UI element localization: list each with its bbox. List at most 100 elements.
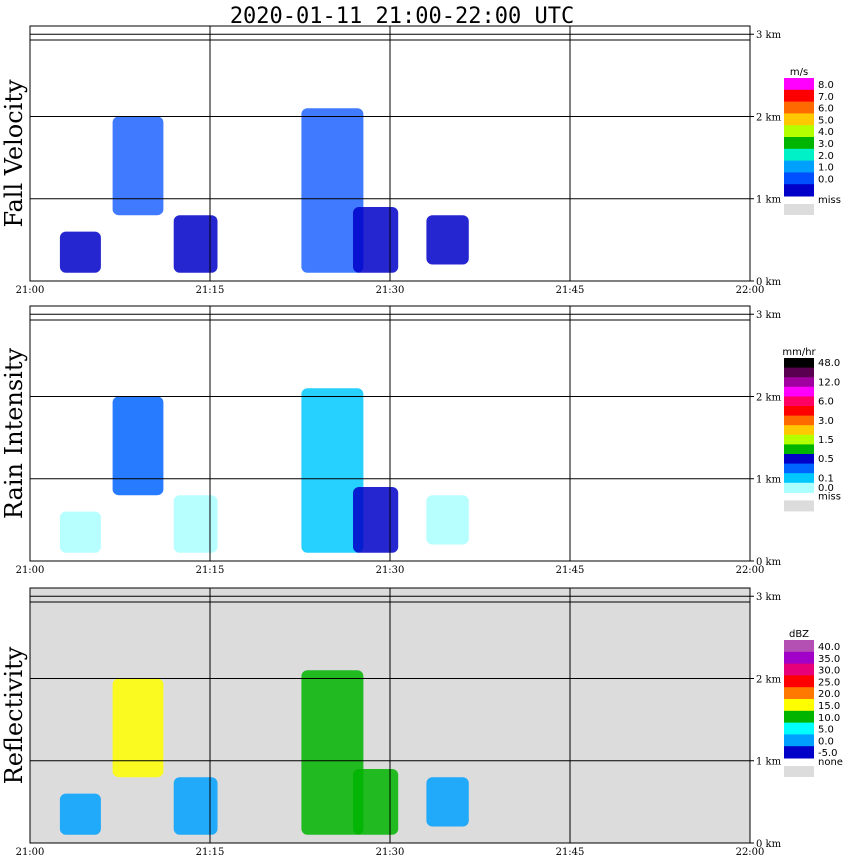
- colorbar-label: 8.0: [818, 80, 834, 91]
- echo-region-3: [173, 495, 218, 553]
- colorbar-swatch: [784, 482, 814, 493]
- colorbar-label: 1.5: [818, 435, 834, 446]
- colorbar-label: 10.0: [818, 713, 840, 724]
- x-tick-label: 21:15: [196, 565, 225, 576]
- colorbar-swatch: [784, 184, 814, 197]
- echo-region-5: [353, 768, 399, 835]
- x-tick-label: 21:45: [556, 565, 585, 576]
- colorbar-label: 3.0: [818, 416, 834, 427]
- colorbar-swatch: [784, 425, 814, 436]
- colorbar-label: 0.0: [818, 174, 834, 185]
- colorbar-label: 7.0: [818, 92, 834, 103]
- y-tick-label: 0 km: [756, 839, 782, 850]
- panel-ylabel: Reflectivity: [0, 646, 28, 784]
- colorbar-label: 0.0: [818, 483, 834, 494]
- echo-region-1: [59, 793, 101, 835]
- echo-region-4: [301, 670, 364, 835]
- echo-region-6: [426, 215, 469, 265]
- colorbar-unit: mm/hr: [782, 347, 816, 358]
- x-tick-label: 21:00: [16, 847, 45, 858]
- y-tick-label: 2 km: [756, 392, 782, 403]
- colorbar-swatch: [784, 710, 814, 724]
- colorbar-miss-label: miss: [818, 195, 841, 206]
- x-tick-label: 21:00: [16, 285, 45, 296]
- x-tick-label: 21:30: [376, 565, 405, 576]
- colorbar-swatch: [784, 358, 814, 369]
- colorbar-miss-label: miss: [818, 491, 841, 502]
- colorbar-miss-label: none: [818, 757, 843, 768]
- colorbar-swatch: [784, 663, 814, 676]
- y-tick-label: 3 km: [756, 30, 782, 41]
- y-tick-label: 2 km: [756, 112, 782, 123]
- colorbar-swatch: [784, 148, 814, 162]
- echo-region-2: [112, 678, 164, 778]
- colorbar-swatch: [784, 746, 814, 759]
- x-tick-label: 21:15: [196, 285, 225, 296]
- echo-region-4: [301, 388, 364, 553]
- colorbar-swatch: [784, 160, 814, 173]
- y-tick-label: 3 km: [756, 592, 782, 603]
- colorbar-swatch: [784, 101, 814, 114]
- echo-region-1: [59, 231, 101, 273]
- colorbar-swatch: [784, 386, 814, 397]
- colorbar-swatch: [784, 396, 814, 407]
- panel-ylabel: Rain Intensity: [0, 348, 28, 520]
- echo-region-6: [426, 777, 469, 827]
- echo-region-1: [59, 511, 101, 553]
- x-tick-label: 21:30: [376, 847, 405, 858]
- x-tick-label: 22:00: [736, 285, 765, 296]
- y-tick-label: 0 km: [756, 277, 782, 288]
- y-tick-label: 1 km: [756, 757, 782, 768]
- x-tick-label: 21:00: [16, 565, 45, 576]
- colorbar-label: 5.0: [818, 725, 834, 736]
- echo-region-2: [112, 396, 164, 496]
- colorbar-unit: dBZ: [789, 629, 809, 640]
- colorbar-label: 0.5: [818, 454, 834, 465]
- y-tick-label: 1 km: [756, 475, 782, 486]
- x-tick-label: 21:30: [376, 285, 405, 296]
- colorbar-swatch: [784, 434, 814, 445]
- panel-1: 21:00 21:15 21:30 21:45 22:000 km 1 km 2 km 3 k…: [0, 25, 841, 296]
- colorbar-label: 20.0: [818, 689, 840, 700]
- colorbar-swatch: [784, 640, 814, 653]
- echo-region-3: [173, 777, 218, 835]
- colorbar-label: 5.0: [818, 115, 834, 126]
- colorbar-label: 4.0: [818, 127, 834, 138]
- colorbar-swatch: [784, 78, 814, 91]
- x-tick-label: 21:15: [196, 847, 225, 858]
- colorbar-swatch: [784, 172, 814, 185]
- colorbar-label: 48.0: [818, 358, 840, 369]
- colorbar-swatch: [784, 137, 814, 150]
- panel-3: 21:00 21:15 21:30 21:45 22:000 km 1 km 2 km 3 k…: [0, 587, 843, 858]
- colorbar-swatch: [784, 651, 814, 665]
- colorbar-swatch: [784, 675, 814, 688]
- colorbar-label: -5.0: [818, 748, 838, 759]
- colorbar-label: 2.0: [818, 151, 834, 162]
- x-tick-label: 21:45: [556, 847, 585, 858]
- colorbar-label: 35.0: [818, 654, 840, 665]
- colorbar-swatch: [784, 473, 814, 484]
- colorbar-label: 6.0: [818, 397, 834, 408]
- colorbar-label: 12.0: [818, 377, 840, 388]
- colorbar-label: 40.0: [818, 642, 840, 653]
- echo-region-6: [426, 495, 469, 545]
- colorbar-label: 30.0: [818, 666, 840, 677]
- echo-region-4: [301, 108, 364, 273]
- colorbar-label: 3.0: [818, 139, 834, 150]
- colorbar-miss-swatch: [784, 766, 814, 777]
- echo-region-3: [173, 215, 218, 273]
- colorbar-swatch: [784, 687, 814, 700]
- x-tick-label: 22:00: [736, 847, 765, 858]
- echo-region-5: [353, 486, 399, 553]
- y-tick-label: 1 km: [756, 195, 782, 206]
- colorbar-swatch: [784, 734, 814, 747]
- colorbar-swatch: [784, 463, 814, 474]
- echo-region-5: [353, 206, 399, 273]
- colorbar-swatch: [784, 125, 814, 138]
- colorbar-swatch: [784, 699, 814, 712]
- colorbar-swatch: [784, 454, 814, 465]
- colorbar-label: 25.0: [818, 677, 840, 688]
- colorbar-swatch: [784, 89, 814, 103]
- x-tick-label: 22:00: [736, 565, 765, 576]
